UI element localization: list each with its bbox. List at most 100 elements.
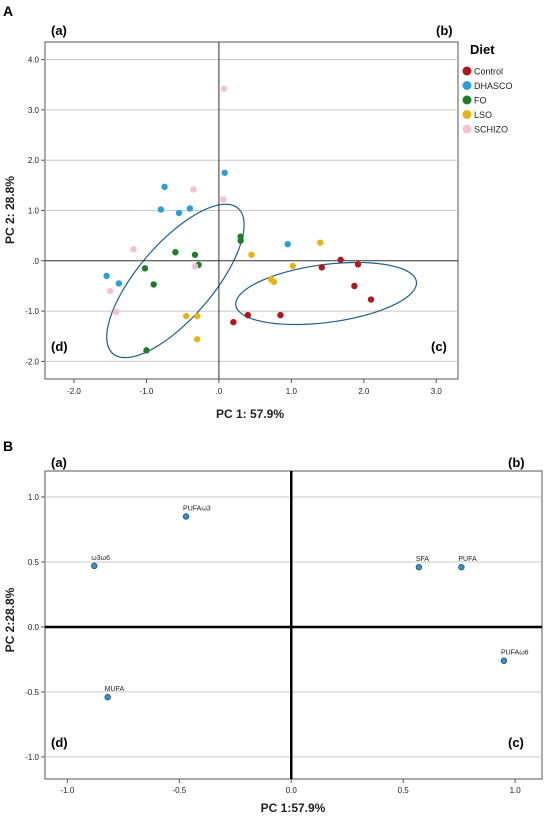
point-dhasco (157, 206, 165, 213)
point-control (354, 261, 362, 268)
point-dhasco (284, 241, 291, 248)
legend-marker-control (462, 66, 472, 76)
y-tick-label-b: 0.0 (28, 623, 40, 632)
point-dhasco (161, 183, 168, 191)
ticks-b: 1.0 0.5 0.0 -0.5 -1.0 -1.0 -0.5 0.0 0.5 1.0 (25, 493, 521, 795)
point-lso (183, 312, 190, 320)
legend-label-schizo: SCHIZO (474, 125, 508, 135)
point-lso (289, 262, 296, 270)
x-tick-label-b: 0.5 (398, 786, 410, 795)
point-dhasco (221, 169, 228, 176)
x-tick-label-b: 1.0 (510, 786, 522, 795)
x-tick-label-b: -1.0 (60, 786, 74, 795)
quadrant-b-label: (b) (436, 23, 453, 38)
loading-point (458, 563, 465, 571)
legend-label-dhasco: DHASCO (474, 81, 513, 91)
quadrant-d-label: (d) (51, 339, 68, 354)
point-schizo (112, 308, 120, 316)
quadrant-d-label-b: (d) (51, 735, 68, 750)
y-tick-label-b: -0.5 (25, 688, 39, 697)
point-fo (141, 265, 149, 272)
point-schizo (107, 287, 114, 295)
legend-a: Diet Control DHASCO FO LSO SCHIZO (462, 42, 513, 135)
point-dhasco (103, 272, 110, 280)
point-dhasco (115, 280, 123, 287)
quadrant-b-label-b: (b) (508, 455, 525, 470)
y-tick-label-a: .0 (32, 257, 39, 266)
points-b: PUFAω3 ω3ω6 SFA PUFA PUFAω6 MUFA (91, 505, 529, 701)
x-tick-label-a: 2.0 (358, 387, 370, 396)
loading-label: MUFA (105, 686, 125, 693)
legend-label-lso: LSO (474, 110, 492, 120)
x-tick-label-b: -0.5 (172, 786, 186, 795)
cluster-ellipse (235, 261, 418, 326)
quadrant-a-label: (a) (51, 23, 67, 38)
legend-label-fo: FO (474, 96, 487, 106)
points-a (103, 85, 375, 354)
loading-point (104, 693, 111, 701)
quadrant-a-label-b: (a) (51, 455, 67, 470)
point-schizo (220, 85, 228, 92)
cluster-ellipse (106, 203, 245, 359)
legend-marker-fo (462, 95, 472, 105)
y-tick-label-b: 0.5 (28, 558, 40, 567)
x-tick-label-a: 3.0 (431, 387, 443, 396)
point-dhasco (175, 209, 183, 217)
x-axis-label-a: PC 1: 57.9% (216, 407, 284, 421)
point-lso (248, 251, 255, 258)
x-tick-label-b: 0.0 (286, 786, 298, 795)
point-lso (193, 336, 201, 343)
x-axis-label-b: PC 1:57.9% (261, 801, 326, 815)
point-fo (237, 237, 244, 244)
x-tick-label-a: .0 (216, 387, 223, 396)
panel-b: B 1.0 0.5 0.0 -0.5 -1.0 -1.0 -0.5 0.0 0.5 1.0 PUF… (3, 438, 543, 815)
loading-label: PUFAω3 (183, 505, 211, 512)
loading-point (500, 657, 508, 664)
point-fo (143, 347, 150, 354)
quadrant-c-label: (c) (431, 339, 447, 354)
point-control (318, 264, 325, 271)
loading-label: SFA (416, 556, 430, 563)
loading-label: PUFA (458, 556, 477, 563)
axes-b (45, 471, 542, 779)
x-tick-label-a: -1.0 (140, 387, 154, 396)
legend-label-control: Control (474, 67, 503, 77)
y-tick-label-a: 1.0 (28, 207, 40, 216)
point-control (337, 256, 344, 263)
y-tick-label-a: 3.0 (28, 106, 40, 115)
point-schizo (191, 263, 199, 270)
point-lso (317, 239, 324, 246)
grid-b (45, 496, 542, 758)
x-tick-label-a: 1.0 (286, 387, 298, 396)
point-schizo (220, 196, 227, 203)
legend-marker-dhasco (462, 81, 472, 90)
loading-label: PUFAω6 (501, 650, 529, 657)
ticks-a: 4.0 3.0 2.0 1.0 .0 -1.0 -2.0 -2.0 -1.0 .0 1.0 2.0 3.… (25, 56, 442, 396)
point-control (244, 311, 252, 319)
point-lso (193, 312, 201, 320)
y-axis-label-a: PC 2: 28.8% (3, 176, 17, 244)
y-tick-label-b: -1.0 (25, 753, 39, 762)
y-tick-label-a: -2.0 (25, 357, 39, 366)
quadrant-c-label-b: (c) (508, 735, 524, 750)
legend-title: Diet (470, 42, 495, 57)
y-axis-label-b: PC 2:28.8% (3, 587, 17, 652)
plot-area-b (44, 470, 543, 780)
legend-marker-schizo (462, 124, 472, 134)
panel-a-label: A (3, 3, 13, 19)
loading-label: ω3ω6 (91, 555, 110, 562)
legend-marker-lso (462, 110, 472, 119)
loading-point (91, 562, 98, 570)
point-control (351, 282, 358, 290)
point-schizo (130, 246, 137, 253)
y-tick-label-b: 1.0 (28, 493, 40, 502)
panel-a: A 4.0 3.0 2.0 1.0 .0 -1.0 -2.0 -2.0 -1.0 .0 1.0 2.0… (3, 3, 513, 421)
point-control (277, 311, 284, 319)
point-fo (172, 249, 179, 256)
point-fo (150, 281, 157, 288)
loading-point (182, 513, 190, 520)
point-control (230, 318, 237, 326)
point-schizo (190, 186, 197, 193)
y-tick-label-a: 4.0 (28, 56, 40, 65)
